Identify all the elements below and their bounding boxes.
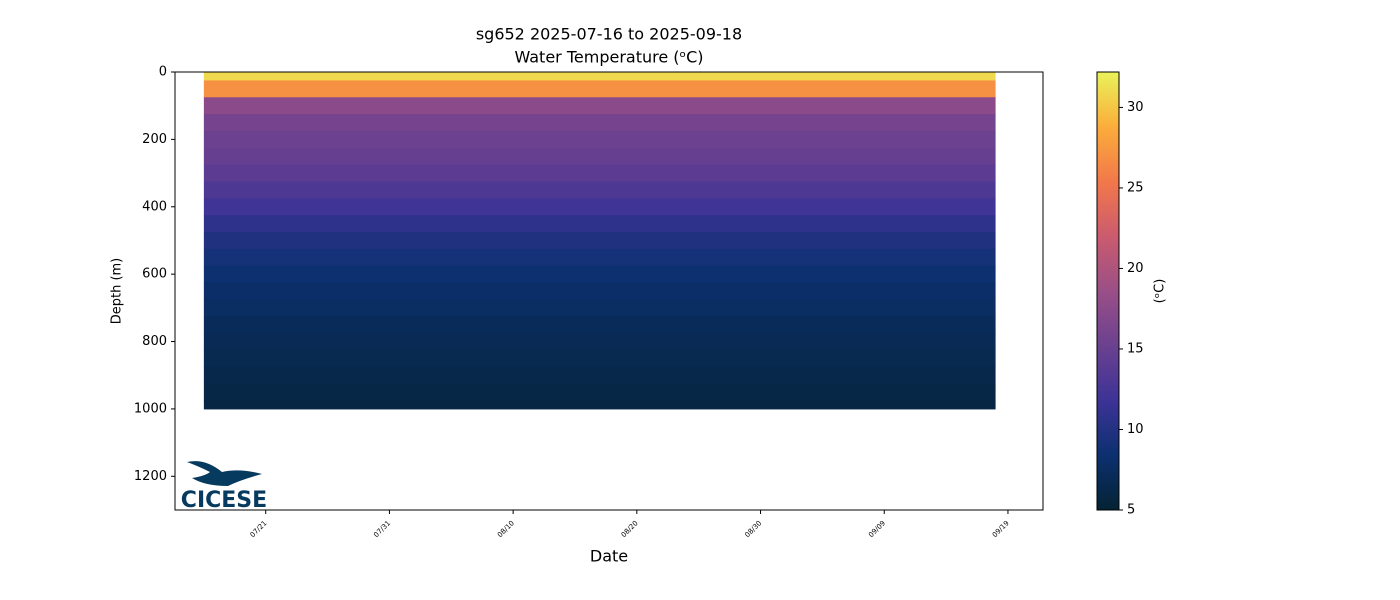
heat-cell <box>203 164 996 182</box>
x-tick-label: 07/21 <box>249 519 269 539</box>
heat-cell <box>203 130 996 149</box>
x-tick-label: 08/10 <box>496 519 516 539</box>
x-tick-label: 09/09 <box>867 519 887 539</box>
logo-text: CICESE <box>181 488 267 513</box>
heat-cell <box>203 215 996 233</box>
heat-cell <box>203 72 996 81</box>
heat-cell <box>203 80 996 98</box>
y-tick-label: 400 <box>142 199 167 214</box>
heat-cell <box>203 400 996 410</box>
heat-cell <box>203 383 996 401</box>
heat-cell <box>203 198 996 216</box>
heat-cell <box>203 333 996 351</box>
heat-cell <box>203 299 996 317</box>
colorbar-tick-label: 10 <box>1127 422 1144 437</box>
y-tick-label: 600 <box>142 267 167 282</box>
heat-cell <box>203 114 996 132</box>
x-tick-label: 08/30 <box>743 519 763 539</box>
heat-cell <box>203 316 996 334</box>
y-tick-label: 1000 <box>134 401 167 416</box>
x-tick-label: 09/19 <box>991 519 1011 539</box>
logo: CICESE <box>181 461 267 513</box>
plot-frame <box>174 71 1044 511</box>
y-tick-label: 800 <box>142 334 167 349</box>
colorbar-tick-label: 25 <box>1127 180 1144 195</box>
colorbar-tick-label: 15 <box>1127 341 1144 356</box>
x-tick-label: 07/31 <box>372 519 392 539</box>
logo-bird <box>187 461 262 486</box>
colorbar-tick-label: 30 <box>1127 100 1144 115</box>
chart-subtitle: Water Temperature (ᵒC) <box>514 48 703 67</box>
x-tick-label: 08/20 <box>620 519 640 539</box>
colorbar <box>1096 71 1120 511</box>
heat-cell <box>203 97 996 115</box>
heat-cell <box>203 366 996 385</box>
y-axis-label: Depth (m) <box>110 258 125 325</box>
y-tick-label: 0 <box>159 65 167 80</box>
heat-cell <box>203 265 996 284</box>
heat-cell <box>203 282 996 300</box>
x-axis-label: Date <box>590 547 628 566</box>
heat-cell <box>203 232 996 250</box>
chart-title: sg652 2025-07-16 to 2025-09-18 <box>476 25 742 44</box>
heat-cell <box>203 248 996 267</box>
heat-cell <box>203 349 996 368</box>
colorbar-tick-label: 20 <box>1127 261 1144 276</box>
y-tick-label: 1200 <box>134 469 167 484</box>
colorbar-tick-label: 5 <box>1127 503 1135 518</box>
colorbar-label: (ᵒC) <box>1153 279 1168 304</box>
y-tick-label: 200 <box>142 132 167 147</box>
heat-cell <box>203 147 996 166</box>
heat-cell <box>203 181 996 199</box>
